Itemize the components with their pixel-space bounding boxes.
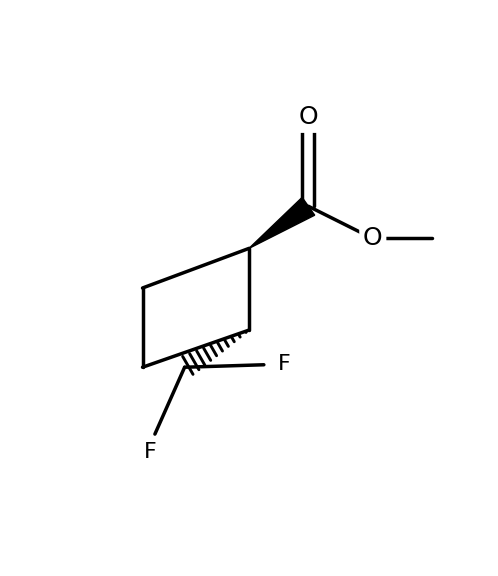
Polygon shape (249, 198, 315, 248)
Text: F: F (143, 442, 156, 461)
Text: O: O (299, 105, 318, 129)
Text: O: O (363, 226, 382, 251)
Text: F: F (278, 354, 290, 374)
